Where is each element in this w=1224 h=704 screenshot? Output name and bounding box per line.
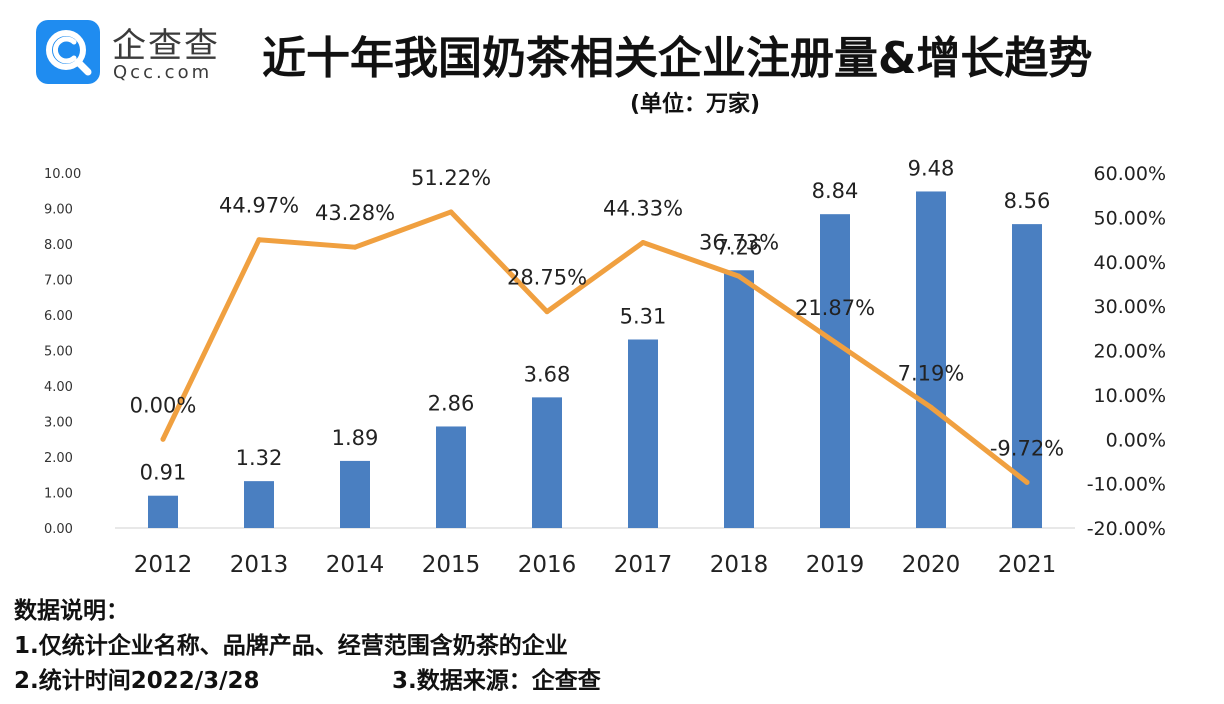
bar-data-label: 9.48 xyxy=(908,156,955,180)
brand-logo-icon xyxy=(36,20,100,84)
y-left-tick-label: 5.00 xyxy=(44,345,73,360)
bar-data-label: 2.86 xyxy=(428,391,475,415)
bar xyxy=(148,495,178,528)
x-tick-label: 2020 xyxy=(902,552,961,578)
growth-point xyxy=(1024,479,1030,485)
growth-point xyxy=(448,209,454,215)
y-right-tick-label: 10.00% xyxy=(1094,385,1166,407)
x-tick-label: 2015 xyxy=(422,552,481,578)
y-right-tick-label: 60.00% xyxy=(1094,163,1166,185)
bar xyxy=(244,481,274,528)
notes-line-3: 3.数据来源：企查查 xyxy=(392,668,601,694)
y-left-tick-label: 6.00 xyxy=(44,309,73,324)
chart-unit: (单位：万家) xyxy=(630,92,761,117)
x-tick-label: 2017 xyxy=(614,552,673,578)
growth-point xyxy=(160,436,166,442)
bar-data-label: 5.31 xyxy=(620,304,667,328)
growth-data-label: 44.33% xyxy=(603,197,683,221)
growth-data-label: 28.75% xyxy=(507,266,587,290)
y-left-tick-label: 1.00 xyxy=(44,487,73,502)
magnifier-c-icon xyxy=(46,30,92,76)
growth-point xyxy=(832,339,838,345)
y-right-tick-label: -20.00% xyxy=(1087,518,1166,540)
growth-point xyxy=(640,240,646,246)
growth-data-label: 36.73% xyxy=(699,230,779,254)
x-tick-label: 2016 xyxy=(518,552,577,578)
x-tick-label: 2013 xyxy=(230,552,289,578)
bar xyxy=(436,426,466,528)
growth-point xyxy=(256,237,262,243)
bar xyxy=(916,191,946,528)
growth-data-label: 21.87% xyxy=(795,296,875,320)
y-left-tick-label: 10.00 xyxy=(44,167,81,182)
bar-data-label: 0.91 xyxy=(140,461,187,485)
y-left-tick-label: 4.00 xyxy=(44,380,73,395)
growth-point xyxy=(736,273,742,279)
bar xyxy=(340,460,370,528)
notes-line-1: 1.仅统计企业名称、品牌产品、经营范围含奶茶的企业 xyxy=(14,633,568,659)
growth-point xyxy=(928,404,934,410)
bar-data-label: 1.32 xyxy=(236,446,283,470)
y-right-tick-label: 20.00% xyxy=(1094,341,1166,363)
growth-data-label: 51.22% xyxy=(411,166,491,190)
y-left-tick-label: 3.00 xyxy=(44,416,73,431)
x-tick-label: 2018 xyxy=(710,552,769,578)
y-right-tick-label: 50.00% xyxy=(1094,207,1166,229)
brand-name: 企查查 xyxy=(112,26,220,66)
bar xyxy=(724,270,754,528)
growth-data-label: 7.19% xyxy=(898,361,965,385)
y-right-tick-label: -10.00% xyxy=(1087,474,1166,496)
bar-data-label: 7.26 xyxy=(716,235,763,259)
x-tick-label: 2021 xyxy=(998,552,1057,578)
y-left-tick-label: 2.00 xyxy=(44,451,73,466)
data-notes: 数据说明： 1.仅统计企业名称、品牌产品、经营范围含奶茶的企业 2.统计时间20… xyxy=(14,594,601,699)
x-tick-label: 2019 xyxy=(806,552,865,578)
bar-data-label: 3.68 xyxy=(524,362,571,386)
growth-data-label: -9.72% xyxy=(990,436,1064,460)
bar xyxy=(628,339,658,528)
growth-data-label: 43.28% xyxy=(315,201,395,225)
brand-domain: Qcc.com xyxy=(113,62,213,83)
bar xyxy=(820,214,850,528)
bar-data-label: 8.56 xyxy=(1004,189,1051,213)
x-tick-label: 2012 xyxy=(134,552,193,578)
growth-point xyxy=(352,244,358,250)
growth-line xyxy=(160,209,1030,485)
y-right-tick-label: 0.00% xyxy=(1106,429,1166,451)
y-left-tick-label: 7.00 xyxy=(44,274,73,289)
x-tick-label: 2014 xyxy=(326,552,385,578)
y-left-tick-label: 0.00 xyxy=(44,522,73,537)
notes-line-2: 2.统计时间2022/3/28 xyxy=(14,668,260,694)
y-right-tick-label: 30.00% xyxy=(1094,296,1166,318)
y-left-tick-label: 9.00 xyxy=(44,203,73,218)
y-right-tick-label: 40.00% xyxy=(1094,252,1166,274)
bar-data-label: 1.89 xyxy=(332,426,379,450)
bar-data-label: 8.84 xyxy=(812,179,859,203)
y-left-tick-label: 8.00 xyxy=(44,238,73,253)
growth-point xyxy=(544,309,550,315)
bar xyxy=(532,397,562,528)
chart-title: 近十年我国奶茶相关企业注册量&增长趋势 xyxy=(262,33,1093,84)
growth-data-label: 0.00% xyxy=(130,393,197,417)
notes-heading: 数据说明： xyxy=(14,598,129,624)
growth-data-label: 44.97% xyxy=(219,194,299,218)
